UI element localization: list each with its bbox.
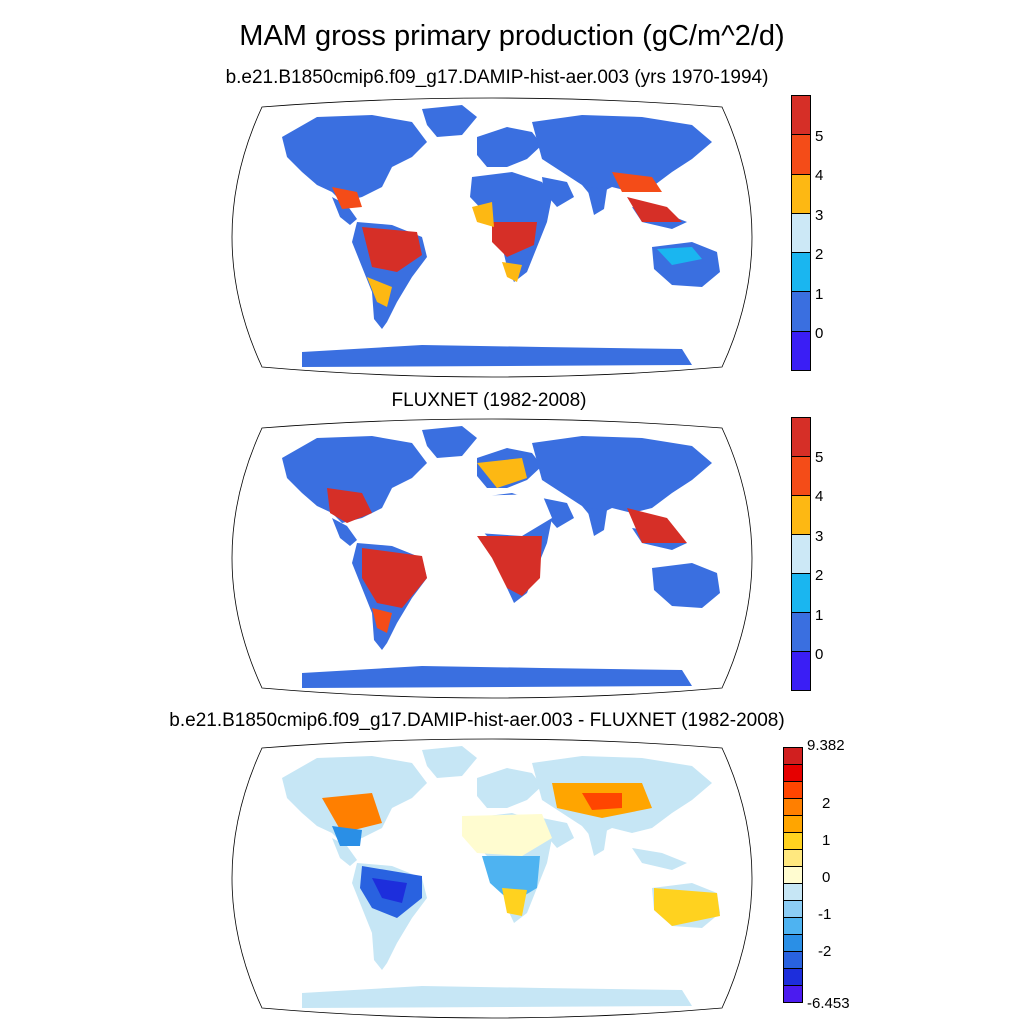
- colorbar-segment: [792, 96, 810, 135]
- colorbar-segment: [784, 764, 802, 781]
- colorbar-3-label: 1: [822, 832, 831, 849]
- colorbar-segment: [784, 900, 802, 917]
- colorbar-segment: [784, 883, 802, 900]
- colorbar-segment: [792, 651, 810, 690]
- colorbar-segment: [792, 612, 810, 651]
- colorbar-segment: [784, 866, 802, 883]
- colorbar-segment: [792, 252, 810, 292]
- colorbar-segment: [792, 573, 810, 612]
- colorbar-segment: [784, 849, 802, 866]
- colorbar-segment: [792, 330, 810, 370]
- map-panel-2: [231, 418, 753, 699]
- colorbar-2-label: 2: [815, 567, 824, 584]
- colorbar-2-label: 4: [815, 488, 824, 505]
- colorbar-1-label: 3: [815, 207, 824, 224]
- colorbar-1-label: 5: [815, 128, 824, 145]
- colorbar-3-label: 9.382: [807, 737, 845, 754]
- colorbar-segment: [792, 534, 810, 573]
- colorbar-1-label: 1: [815, 286, 824, 303]
- colorbar-1: [791, 95, 811, 371]
- colorbar-1-label: 2: [815, 246, 824, 263]
- colorbar-segment: [792, 173, 810, 213]
- colorbar-segment: [784, 832, 802, 849]
- colorbar-segment: [784, 798, 802, 815]
- colorbar-3-label: -2: [818, 943, 832, 960]
- colorbar-segment: [792, 456, 810, 495]
- panel-3-subtitle: b.e21.B1850cmip6.f09_g17.DAMIP-hist-aer.…: [169, 710, 785, 731]
- colorbar-2-label: 5: [815, 449, 824, 466]
- panel-1-subtitle: b.e21.B1850cmip6.f09_g17.DAMIP-hist-aer.…: [225, 67, 769, 88]
- chart-title: MAM gross primary production (gC/m^2/d): [239, 20, 785, 52]
- colorbar-2-label: 0: [815, 646, 824, 663]
- colorbar-3-label: -1: [818, 906, 832, 923]
- colorbar-segment: [792, 495, 810, 534]
- colorbar-segment: [784, 985, 802, 1002]
- colorbar-segment: [792, 212, 810, 253]
- colorbar-3-label: -6.453: [807, 995, 850, 1012]
- colorbar-segment: [784, 748, 802, 764]
- colorbar-segment: [784, 951, 802, 968]
- map-panel-3: [231, 738, 753, 1019]
- colorbar-segment: [792, 134, 810, 174]
- colorbar-segment: [784, 781, 802, 798]
- colorbar-segment: [784, 968, 802, 985]
- colorbar-2-label: 1: [815, 607, 824, 624]
- colorbar-segment: [792, 418, 810, 456]
- colorbar-3-label: 0: [822, 869, 831, 886]
- colorbar-1-label: 0: [815, 325, 824, 342]
- colorbar-1-label: 4: [815, 167, 824, 184]
- colorbar-3-label: 2: [822, 795, 831, 812]
- colorbar-3: [783, 747, 803, 1003]
- colorbar-2-label: 3: [815, 528, 824, 545]
- colorbar-segment: [784, 815, 802, 832]
- panel-2-subtitle: FLUXNET (1982-2008): [391, 390, 587, 411]
- colorbar-segment: [784, 917, 802, 934]
- colorbar-segment: [792, 291, 810, 331]
- map-panel-1: [231, 97, 753, 378]
- colorbar-segment: [784, 934, 802, 951]
- colorbar-2: [791, 417, 811, 691]
